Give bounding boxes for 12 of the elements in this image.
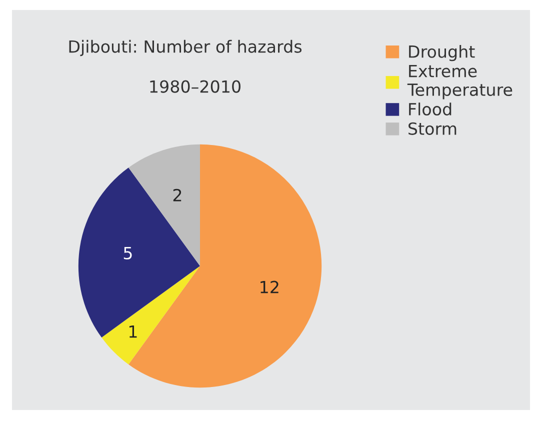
chart-title: Djibouti: Number of hazards	[69, 40, 302, 56]
data-label: 2	[173, 188, 182, 202]
legend-label: Flood	[409, 102, 452, 116]
data-label: 1	[129, 326, 137, 338]
text: 1980–2010	[150, 80, 240, 93]
legend-label: Extreme Temperature	[407, 64, 512, 100]
legend-label: Drought	[409, 45, 475, 62]
data-label: 12	[260, 280, 278, 294]
data-label: 5	[124, 247, 132, 260]
pie-slice	[102, 266, 200, 364]
pie-slice	[78, 168, 200, 338]
legend-label: Storm	[408, 122, 456, 135]
